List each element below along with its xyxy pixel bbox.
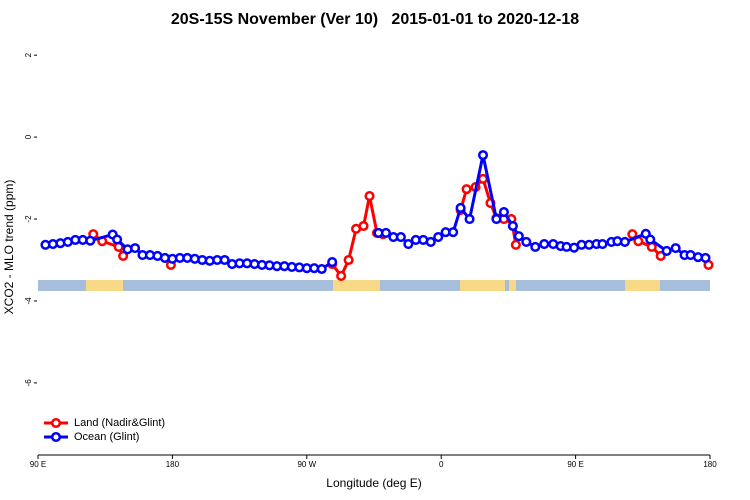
legend-label: Land (Nadir&Glint) — [74, 417, 165, 429]
data-point — [530, 241, 541, 252]
y-tick-label: -6 — [24, 379, 33, 387]
y-tick-label: 0 — [24, 134, 33, 139]
data-point — [507, 220, 518, 232]
data-point — [510, 239, 521, 250]
data-point — [327, 256, 338, 268]
surface-strip — [38, 280, 710, 291]
y-tick-label: -2 — [24, 215, 33, 223]
data-point — [364, 191, 375, 202]
x-tick-label: 180 — [703, 460, 717, 469]
data-point — [425, 236, 436, 248]
x-axis-label: Longitude (deg E) — [326, 476, 421, 490]
y-tick-label: 2 — [24, 52, 33, 57]
legend-label: Ocean (Glint) — [74, 431, 139, 443]
data-point — [403, 238, 414, 250]
land-strip — [509, 280, 516, 291]
data-point — [358, 220, 369, 232]
data-point — [661, 245, 672, 257]
y-tick-label: -4 — [24, 297, 33, 305]
data-point — [464, 213, 475, 225]
data-point — [700, 252, 711, 263]
data-point — [477, 173, 489, 184]
data-point — [433, 232, 444, 243]
data-point — [112, 234, 123, 245]
data-point — [655, 250, 666, 261]
land-strip — [333, 280, 380, 291]
data-point — [498, 207, 509, 218]
data-point — [521, 236, 532, 248]
land-strip — [460, 280, 505, 291]
x-tick-label: 90 E — [567, 460, 583, 469]
data-point — [130, 243, 141, 254]
x-tick-label: 90 W — [297, 460, 316, 469]
data-point — [85, 235, 96, 246]
data-point — [513, 231, 524, 242]
data-point — [336, 270, 347, 282]
data-point — [316, 263, 327, 275]
data-point — [455, 202, 466, 214]
chart-title: 20S-15S November (Ver 10) 2015-01-01 to … — [171, 11, 579, 28]
x-tick-label: 90 E — [30, 460, 46, 469]
data-point — [477, 150, 489, 161]
data-point — [539, 238, 550, 250]
data-point — [219, 254, 230, 266]
data-point — [343, 254, 354, 266]
data-point — [461, 184, 472, 195]
legend-marker — [50, 431, 62, 443]
data-point — [118, 250, 129, 261]
data-point — [448, 227, 459, 238]
x-tick-label: 0 — [439, 460, 444, 469]
legend-marker — [50, 417, 62, 429]
land-strip — [86, 280, 123, 291]
data-point — [380, 227, 391, 239]
x-tick-label: 180 — [166, 460, 180, 469]
data-point — [395, 232, 406, 243]
data-point — [619, 236, 630, 248]
land-strip — [625, 280, 660, 291]
data-point — [670, 243, 681, 254]
data-point — [597, 238, 608, 250]
y-axis-label: XCO2 - MLO trend (ppm) — [2, 180, 16, 315]
data-point — [491, 213, 502, 225]
data-point — [645, 234, 656, 245]
